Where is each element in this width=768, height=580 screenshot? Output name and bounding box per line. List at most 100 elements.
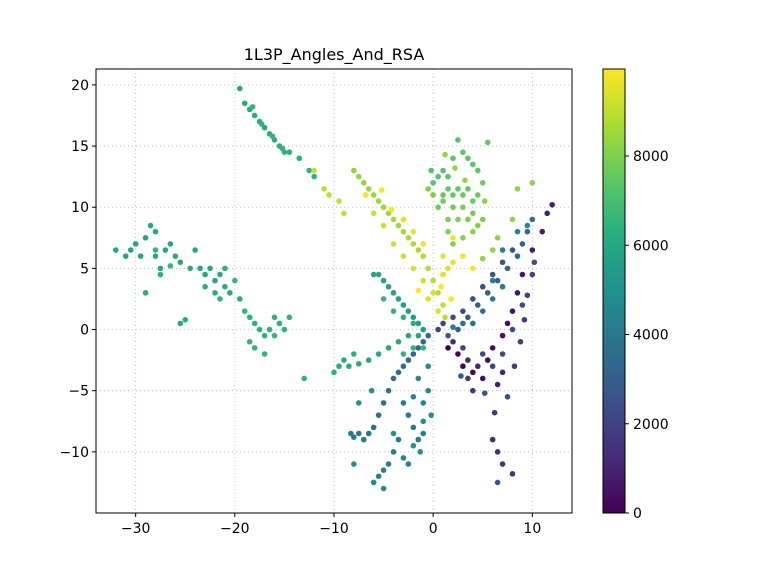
data-point <box>504 394 511 400</box>
data-point <box>479 179 486 186</box>
data-point <box>142 234 149 241</box>
data-point <box>341 357 347 363</box>
data-point <box>370 424 377 431</box>
data-point <box>450 259 456 266</box>
data-point <box>380 277 387 284</box>
data-point <box>514 186 521 192</box>
data-point <box>207 265 213 272</box>
data-point <box>415 247 422 253</box>
data-point <box>152 253 159 259</box>
data-point <box>529 271 536 278</box>
y-tick-label: −10 <box>59 445 89 461</box>
data-point <box>440 253 446 259</box>
data-point <box>346 363 352 370</box>
data-point <box>410 265 417 272</box>
data-point <box>375 271 382 278</box>
data-point <box>430 277 436 284</box>
data-point <box>470 387 476 394</box>
data-point <box>217 296 223 302</box>
data-point <box>470 320 476 327</box>
data-point <box>311 173 317 180</box>
data-point <box>450 204 456 211</box>
data-point <box>494 234 501 241</box>
x-axis-ticks: −30 −20 −10 0 10 <box>121 513 541 537</box>
data-point <box>544 210 551 217</box>
data-point <box>458 373 464 379</box>
data-point <box>172 253 179 259</box>
data-point <box>489 296 496 302</box>
data-point <box>465 375 471 382</box>
data-point <box>380 222 387 229</box>
data-point <box>390 290 397 296</box>
data-point <box>460 308 466 314</box>
data-point <box>465 216 471 223</box>
data-point <box>435 204 441 211</box>
data-points <box>113 85 555 492</box>
data-point <box>390 375 397 382</box>
data-point <box>415 287 422 294</box>
data-point <box>470 210 476 217</box>
data-point <box>450 338 456 345</box>
grid-lines <box>96 69 572 513</box>
data-point <box>279 145 286 152</box>
data-point <box>385 345 392 351</box>
data-point <box>417 449 424 455</box>
data-point <box>509 247 516 253</box>
data-point <box>321 186 327 192</box>
data-point <box>425 332 432 339</box>
data-point <box>428 167 434 174</box>
data-point <box>489 277 496 284</box>
data-point <box>152 228 159 235</box>
data-point <box>405 461 412 467</box>
data-point <box>524 228 531 235</box>
data-point <box>127 247 134 253</box>
data-point <box>271 332 278 339</box>
data-point <box>286 314 293 321</box>
x-tick-label: −20 <box>220 521 250 537</box>
data-point <box>415 332 422 339</box>
data-point <box>474 302 481 308</box>
data-point <box>380 296 387 302</box>
data-point <box>362 192 369 198</box>
data-point <box>311 167 317 174</box>
colorbar-tick-label: 8000 <box>633 149 669 165</box>
data-point <box>450 234 456 241</box>
data-point <box>460 253 466 259</box>
data-point <box>405 332 412 339</box>
data-point <box>271 314 278 321</box>
data-point <box>326 192 332 198</box>
data-point <box>514 228 521 235</box>
data-point <box>514 253 521 259</box>
data-point <box>420 430 427 437</box>
data-point <box>390 308 397 314</box>
data-point <box>470 161 476 168</box>
data-point <box>420 345 427 351</box>
data-point <box>355 360 362 367</box>
data-point <box>405 308 412 314</box>
data-point <box>494 381 501 388</box>
data-point <box>400 400 407 406</box>
data-point <box>494 277 501 284</box>
data-point <box>489 363 496 370</box>
data-point <box>355 173 362 180</box>
data-point <box>355 400 362 406</box>
data-point <box>368 387 375 394</box>
data-point <box>479 351 486 357</box>
data-point <box>385 283 392 290</box>
data-point <box>400 216 407 223</box>
data-point <box>524 222 531 229</box>
data-point <box>494 479 501 486</box>
colorbar-tick-label: 4000 <box>633 328 669 344</box>
data-point <box>452 165 458 171</box>
data-point <box>355 430 362 437</box>
data-point <box>375 198 382 204</box>
data-point <box>435 326 441 333</box>
data-point <box>499 369 506 376</box>
data-point <box>445 216 451 223</box>
data-point <box>415 345 422 351</box>
data-point <box>517 338 524 345</box>
data-point <box>232 277 238 284</box>
data-point <box>450 192 456 198</box>
data-point <box>481 390 488 396</box>
data-point <box>380 400 387 406</box>
